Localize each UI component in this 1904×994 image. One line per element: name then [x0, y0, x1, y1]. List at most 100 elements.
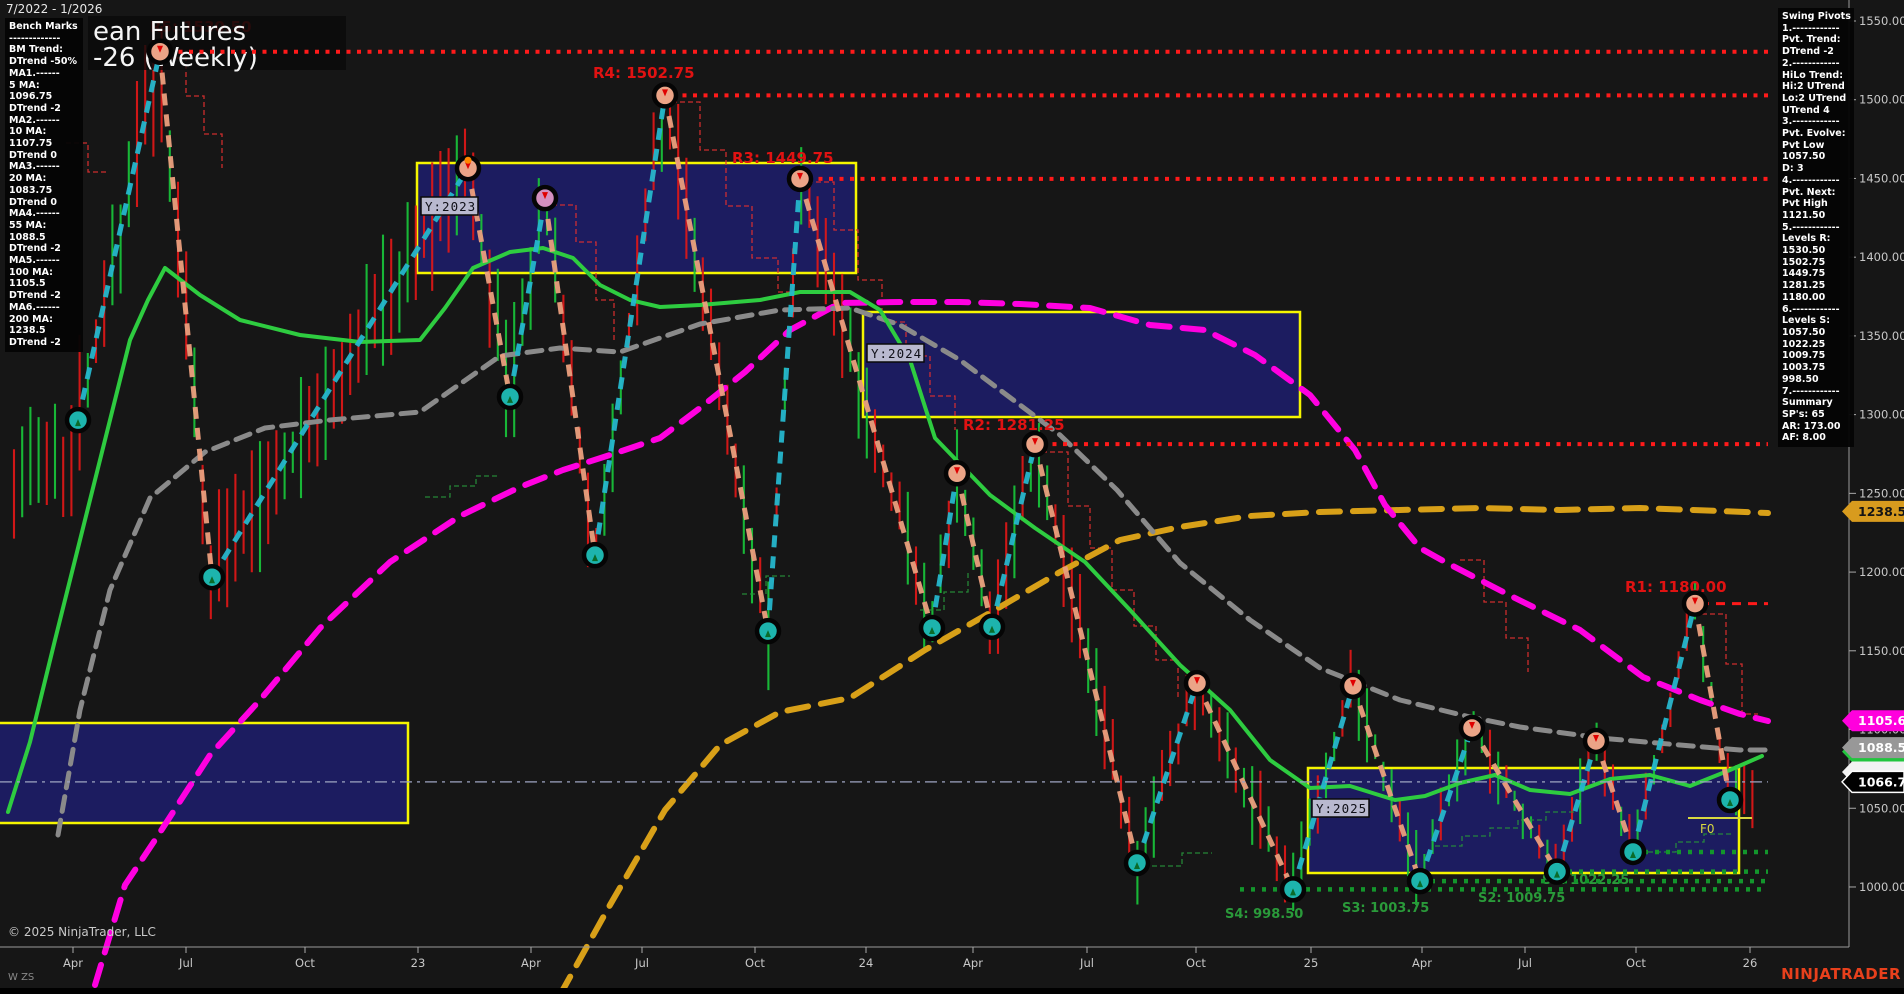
up-arrow-icon [1727, 798, 1733, 806]
down-arrow-icon [797, 172, 803, 180]
bottom-strip [0, 988, 1904, 994]
up-arrow-icon [1290, 888, 1296, 896]
price-tick-label: 1000.00 [1859, 880, 1904, 894]
panel-line: AF: 8.00 [1782, 432, 1826, 444]
down-arrow-icon [1593, 734, 1599, 742]
100-ma-line [92, 299, 1771, 988]
panel-line: MA5.------ [9, 255, 60, 267]
panel-line: 5 MA: [9, 79, 40, 91]
panel-line: Hi:2 UTrend [1782, 81, 1845, 93]
fib-level-label: F0 [1700, 822, 1715, 836]
price-tag [1842, 737, 1904, 759]
zigzag-up-leg [1630, 602, 1698, 853]
year-range-boxes [0, 161, 1741, 875]
price-tag [1841, 770, 1904, 794]
down-arrow-icon [1032, 438, 1038, 446]
panel-line: 55 MA: [9, 219, 47, 231]
time-tick-label: Apr [521, 956, 541, 970]
panel-line: 1105.5 [9, 278, 46, 290]
panel-line: DTrend -2 [9, 290, 61, 302]
green-trailing-stop [425, 475, 500, 498]
level-label-S4: S4: 998.50 [1225, 907, 1303, 922]
panel-line: 1281.25 [1782, 280, 1826, 292]
panel-line: MA3.------ [9, 161, 60, 173]
zigzag-down-leg [1350, 685, 1423, 882]
year-label: Y:2025 [1316, 801, 1367, 816]
panel-line: UTrend 4 [1782, 104, 1830, 116]
down-arrow-icon [542, 192, 548, 200]
panel-line: Pvt. Trend: [1782, 34, 1841, 46]
time-tick-label: 25 [1304, 956, 1319, 970]
up-arrow-icon [765, 630, 771, 638]
panel-line: DTrend 0 [9, 149, 57, 161]
panel-line: 200 MA: [9, 313, 53, 325]
price-tick-label: 1400.00 [1859, 250, 1904, 264]
panel-line: Bench Marks [9, 21, 78, 32]
up-arrow-icon [1417, 880, 1423, 888]
price-tag [1842, 710, 1904, 732]
price-tag [1842, 500, 1904, 522]
panel-line: 1121.50 [1782, 209, 1826, 221]
zigzag-up-leg [209, 166, 471, 579]
panel-line: MA2.------ [9, 114, 60, 126]
level-label-S2: S2: 1009.75 [1478, 891, 1565, 906]
down-arrow-icon [1350, 679, 1356, 687]
year-label-box [420, 196, 479, 216]
price-tag-label: 1105.61 [1858, 713, 1904, 728]
time-tick-label: Jul [1517, 956, 1532, 970]
panel-line: 1238.5 [9, 325, 46, 337]
green-trailing-stop [742, 575, 790, 595]
panel-line: 1057.50 [1782, 326, 1826, 338]
zigzag-down-leg [1032, 443, 1140, 864]
panel-line: ------------- [9, 32, 61, 44]
time-tick-label: Oct [745, 956, 765, 970]
up-arrow-icon [929, 626, 935, 634]
zigzag-up-leg [1417, 727, 1475, 882]
panel-line: DTrend -2 [1782, 46, 1834, 58]
panel-line: Summary [1782, 397, 1833, 409]
time-tick-label: Oct [1626, 956, 1646, 970]
time-tick-label: 24 [859, 956, 874, 970]
red-trailing-stop [552, 204, 615, 342]
panel-line: HiLo Trend: [1782, 69, 1844, 81]
level-label-R3: R3: 1449.75 [732, 149, 834, 167]
panel-line: 1009.75 [1782, 350, 1826, 362]
panel-line: Swing Pivots [1782, 11, 1851, 22]
zigzag-up-leg [1554, 740, 1599, 873]
panel-line: MA1.------ [9, 67, 60, 79]
price-tick-label: 1250.00 [1859, 486, 1904, 500]
panel-line: 7.------------ [1782, 385, 1840, 397]
up-arrow-icon [989, 625, 995, 633]
up-arrow-icon [507, 395, 513, 403]
price-tick-label: 1450.00 [1859, 171, 1904, 185]
panel-line: 100 MA: [9, 266, 53, 278]
zigzag-up-leg [507, 197, 548, 398]
bench-marks-panel: Bench Marks ------------- BM Trend: DTrend … [5, 18, 83, 352]
time-tick-label: Jul [1079, 956, 1094, 970]
panel-line: 3.------------ [1782, 116, 1840, 128]
price-tick-label: 1300.00 [1859, 408, 1904, 422]
level-label-S3: S3: 1003.75 [1342, 901, 1429, 916]
green-trailing-stop [1152, 852, 1212, 867]
level-label-R2: R2: 1281.25 [963, 416, 1065, 434]
panel-line: 998.50 [1782, 373, 1819, 385]
time-tick-label: Oct [295, 956, 315, 970]
copyright-text: © 2025 NinjaTrader, LLC [8, 925, 156, 939]
zigzag-up-leg [592, 95, 668, 556]
panel-line: 1449.75 [1782, 268, 1826, 280]
visible-date-range: 7/2022 - 1/2026 [6, 2, 103, 16]
zigzag-down-leg [662, 94, 771, 632]
panel-line: 4.------------ [1782, 174, 1840, 186]
time-tick-label: Apr [1412, 956, 1432, 970]
time-tick-label: Apr [963, 956, 983, 970]
chart-title-line2: -26 (Weekly) [93, 43, 258, 73]
panel-line: 1107.75 [9, 138, 53, 150]
year-range-box [861, 310, 1302, 419]
up-arrow-icon [592, 554, 598, 562]
time-tick-label: Apr [63, 956, 83, 970]
up-arrow-icon [1554, 870, 1560, 878]
down-arrow-icon [1692, 597, 1698, 605]
zigzag-up-leg [1134, 682, 1200, 864]
panel-line: MA6.------ [9, 301, 60, 313]
